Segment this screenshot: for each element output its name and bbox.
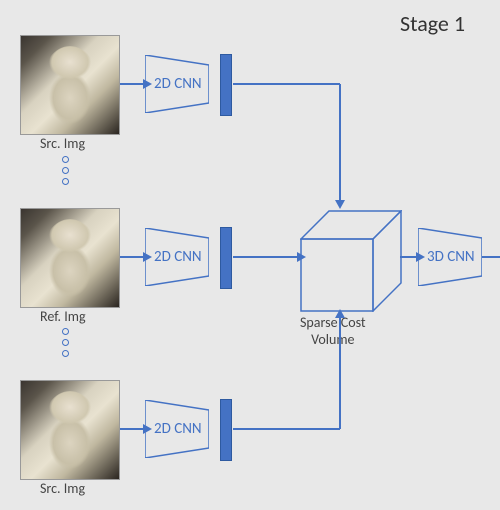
src-img-1 xyxy=(20,35,120,135)
cnn2d-label-1: 2D CNN xyxy=(154,75,202,93)
sparse-cost-volume-label: Sparse CostVolume xyxy=(300,314,366,348)
src-img-2 xyxy=(20,380,120,480)
cnn3d-label: 3D CNN xyxy=(427,248,475,266)
ellipsis-dots-2 xyxy=(62,324,69,361)
feature-bar-2 xyxy=(220,227,232,289)
dot-icon xyxy=(62,339,69,346)
cnn2d-label-3: 2D CNN xyxy=(154,420,202,438)
dot-icon xyxy=(62,328,69,335)
src-img-2-label: Src. Img xyxy=(40,480,85,497)
feature-bar-1 xyxy=(220,54,232,116)
ref-img xyxy=(20,208,120,308)
dot-icon xyxy=(62,156,69,163)
dot-icon xyxy=(62,178,69,185)
feature-bar-3 xyxy=(220,399,232,461)
sparse-cost-volume-cube xyxy=(300,210,402,317)
ref-img-label: Ref. Img xyxy=(40,308,86,325)
stage-title: Stage 1 xyxy=(400,10,465,37)
ellipsis-dots-1 xyxy=(62,152,69,189)
dot-icon xyxy=(62,167,69,174)
dot-icon xyxy=(62,350,69,357)
cnn2d-label-2: 2D CNN xyxy=(154,248,202,266)
src-img-1-label: Src. Img xyxy=(40,135,85,152)
